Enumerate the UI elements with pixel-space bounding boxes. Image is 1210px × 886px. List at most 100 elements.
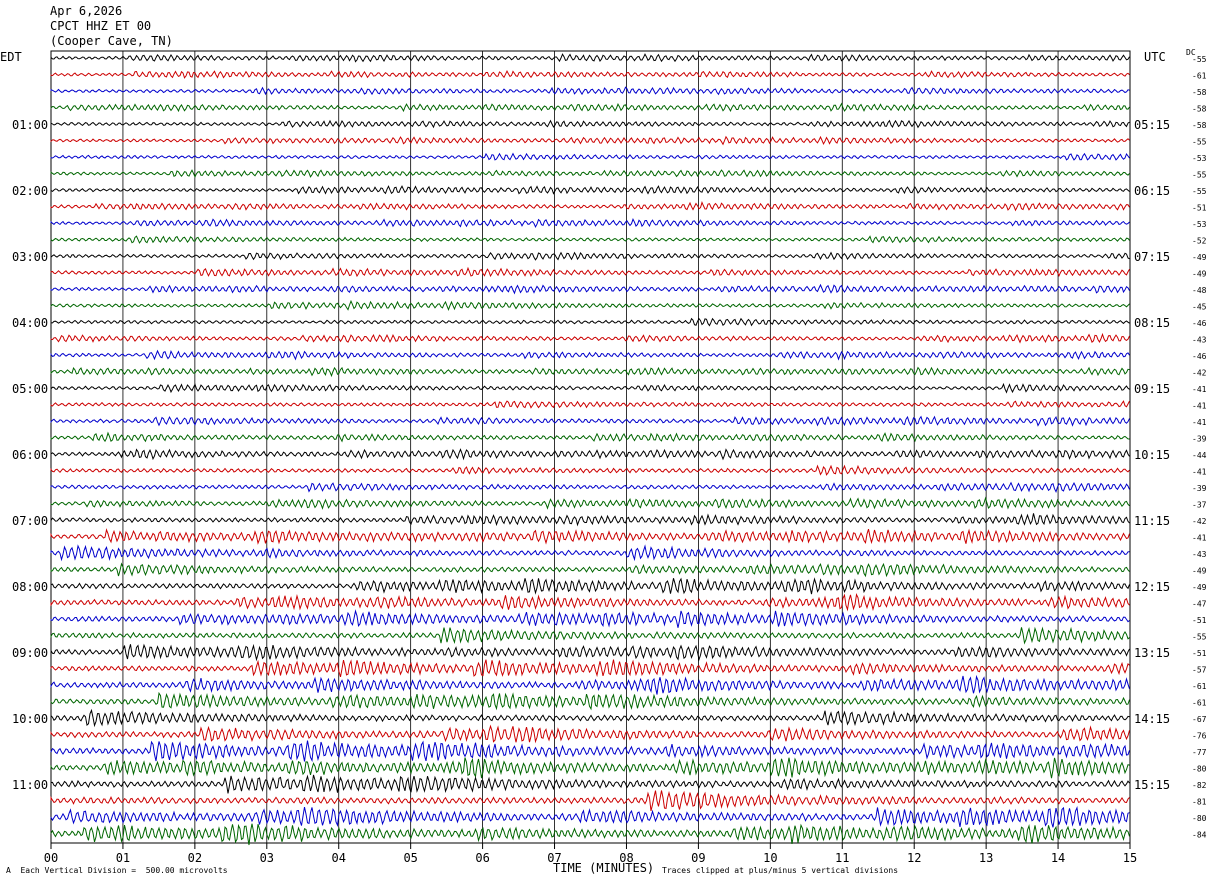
scale-note-text: Each Vertical Division = 500.00 microvol… [20,866,228,875]
dc-offset-45: -82 [1192,781,1207,790]
trace-12 [50,235,1130,244]
x-tick-label-04: 04 [332,851,346,865]
right-hour-07:15: 07:15 [1134,250,1170,264]
dc-offset-19: -46 [1192,352,1207,361]
x-tick-label-13: 13 [979,851,993,865]
trace-22 [50,400,1130,409]
x-tick-label-03: 03 [260,851,274,865]
trace-3 [50,86,1130,96]
left-timezone-label: EDT [0,50,22,64]
trace-31 [50,544,1130,562]
x-tick-label-10: 10 [763,851,777,865]
dc-offset-11: -53 [1192,220,1207,229]
trace-11 [50,218,1130,229]
dc-offset-16: -45 [1192,303,1207,312]
trace-26 [50,464,1130,476]
trace-35 [50,609,1130,628]
trace-9 [50,185,1130,195]
right-hour-09:15: 09:15 [1134,382,1170,396]
dc-offset-20: -42 [1192,369,1207,378]
x-tick-label-05: 05 [403,851,417,865]
dc-offset-28: -37 [1192,501,1207,510]
left-hour-07:00: 07:00 [12,514,48,528]
trace-38 [50,659,1130,678]
dc-offset-29: -42 [1192,517,1207,526]
right-timezone-label: UTC [1144,50,1166,64]
trace-5 [50,119,1130,129]
dc-offset-14: -49 [1192,270,1207,279]
trace-21 [50,382,1130,394]
trace-44 [50,757,1130,779]
left-hour-01:00: 01:00 [12,118,48,132]
dc-offset-4: -58 [1192,105,1207,114]
right-hour-05:15: 05:15 [1134,118,1170,132]
x-tick-label-00: 00 [44,851,58,865]
trace-23 [50,415,1130,427]
trace-43 [50,740,1130,763]
trace-32 [50,562,1130,578]
x-axis-ticks: 00 01 02 03 04 05 06 07 08 09 10 11 12 13 14 15 [44,843,1137,865]
dc-offset-5: -58 [1192,121,1207,130]
dc-offset-2: -61 [1192,72,1207,81]
header-date: Apr 6,2026 [50,4,123,18]
trace-1 [50,53,1130,63]
trace-42 [50,724,1130,744]
dc-offset-36: -55 [1192,633,1207,642]
trace-24 [50,431,1130,443]
left-hour-04:00: 04:00 [12,316,48,330]
dc-offset-10: -51 [1192,204,1207,213]
x-tick-label-14: 14 [1051,851,1065,865]
dc-offset-3: -58 [1192,88,1207,97]
x-tick-label-12: 12 [907,851,921,865]
dc-offset-31: -43 [1192,550,1207,559]
x-tick-label-09: 09 [691,851,705,865]
left-hour-09:00: 09:00 [12,646,48,660]
seismic-traces [50,53,1130,846]
trace-29 [50,513,1130,527]
left-hour-05:00: 05:00 [12,382,48,396]
footer-clip-note: Traces clipped at plus/minus 5 vertical … [662,866,899,875]
trace-34 [50,592,1130,612]
plot-frame [50,50,1131,844]
trace-30 [50,528,1130,545]
x-tick-label-01: 01 [116,851,130,865]
trace-14 [50,266,1130,278]
trace-45 [50,774,1130,794]
trace-2 [50,69,1130,79]
trace-20 [50,366,1130,378]
dc-offset-47: -80 [1192,814,1207,823]
dc-offset-41: -67 [1192,715,1207,724]
dc-offset-44: -80 [1192,765,1207,774]
dc-offset-37: -51 [1192,649,1207,658]
dc-offset-22: -41 [1192,402,1207,411]
trace-39 [50,674,1130,695]
dc-offset-46: -81 [1192,798,1207,807]
dc-offset-26: -41 [1192,468,1207,477]
dc-offset-18: -43 [1192,336,1207,345]
trace-19 [50,349,1130,361]
right-hour-06:15: 06:15 [1134,184,1170,198]
right-hour-15:15: 15:15 [1134,778,1170,792]
header-station: CPCT HHZ ET 00 [50,19,152,33]
dc-offset-42: -76 [1192,732,1207,741]
minute-grid [50,50,1131,844]
dc-offset-13: -49 [1192,253,1207,262]
x-tick-label-11: 11 [835,851,849,865]
left-hour-labels: 01:00 02:00 03:00 04:00 05:00 06:00 07:00 08:00… [12,118,48,792]
trace-27 [50,481,1130,494]
footer-scale-note: A Each Vertical Division = 500.00 microv… [6,866,228,875]
right-hour-14:15: 14:15 [1134,712,1170,726]
left-hour-11:00: 11:00 [12,778,48,792]
trace-4 [50,102,1130,113]
dc-offset-32: -49 [1192,567,1207,576]
dc-offset-8: -55 [1192,171,1207,180]
right-hour-13:15: 13:15 [1134,646,1170,660]
left-hour-08:00: 08:00 [12,580,48,594]
trace-18 [50,332,1130,344]
trace-47 [50,805,1130,828]
dc-offset-labels: -55 -61 -58 -58 -58 -55 -53 -55 -55 -51 -53 -52 -49 -… [1192,55,1207,840]
dc-offset-48: -84 [1192,831,1207,840]
trace-15 [50,283,1130,295]
dc-offset-27: -39 [1192,484,1207,493]
